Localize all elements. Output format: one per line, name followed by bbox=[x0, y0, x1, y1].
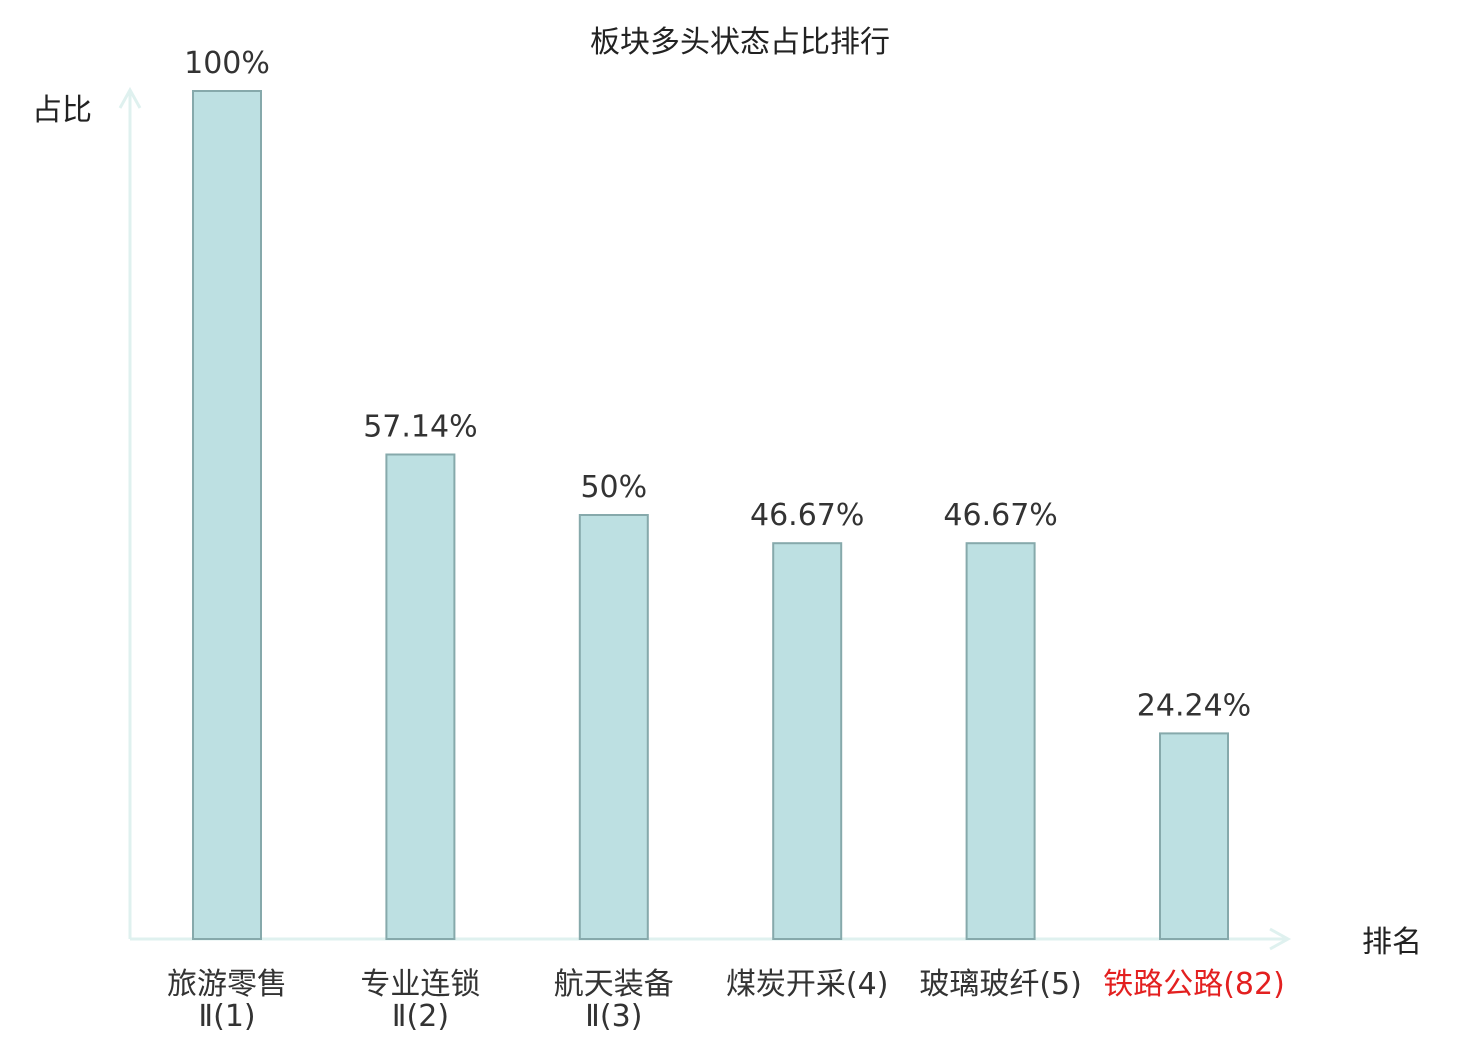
bar bbox=[578, 514, 649, 940]
x-tick-label: Ⅱ(3) bbox=[585, 999, 642, 1034]
x-tick-label: 旅游零售 bbox=[167, 967, 287, 1002]
bar-value-label: 50% bbox=[580, 470, 647, 505]
bar-value-label: 46.67% bbox=[943, 498, 1057, 533]
x-tick-label: 玻璃玻纤(5) bbox=[919, 967, 1082, 1002]
x-axis-label: 排名 bbox=[1362, 925, 1422, 960]
bar-value-label: 46.67% bbox=[750, 498, 864, 533]
bar-value-label: 57.14% bbox=[363, 410, 477, 445]
bar bbox=[192, 90, 262, 940]
y-axis-label: 占比 bbox=[32, 93, 92, 128]
value-labels-group: 100% 57.14% 50% 46.67% 46.67% 24.24% bbox=[184, 46, 1251, 723]
chart-title: 板块多头状态占比排行 bbox=[590, 25, 890, 60]
x-tick-label: 煤炭开采(4) bbox=[726, 967, 889, 1002]
bars-group bbox=[192, 90, 1229, 941]
bar bbox=[1159, 732, 1229, 941]
bar bbox=[965, 542, 1036, 940]
y-axis-arrow-icon bbox=[118, 86, 142, 109]
bar bbox=[772, 542, 843, 940]
bar-value-label: 24.24% bbox=[1137, 688, 1251, 723]
x-tick-label: 航天装备 bbox=[554, 967, 674, 1002]
bar bbox=[385, 453, 456, 940]
x-tick-label: 专业连锁 bbox=[360, 967, 480, 1002]
x-tick-label: Ⅱ(1) bbox=[198, 999, 255, 1034]
axes bbox=[118, 86, 1292, 951]
x-tick-label: Ⅱ(2) bbox=[392, 999, 449, 1034]
x-axis-arrow-icon bbox=[1269, 927, 1292, 951]
bar-value-label: 100% bbox=[184, 46, 270, 81]
x-tick-label: 铁路公路(82) bbox=[1103, 967, 1285, 1002]
